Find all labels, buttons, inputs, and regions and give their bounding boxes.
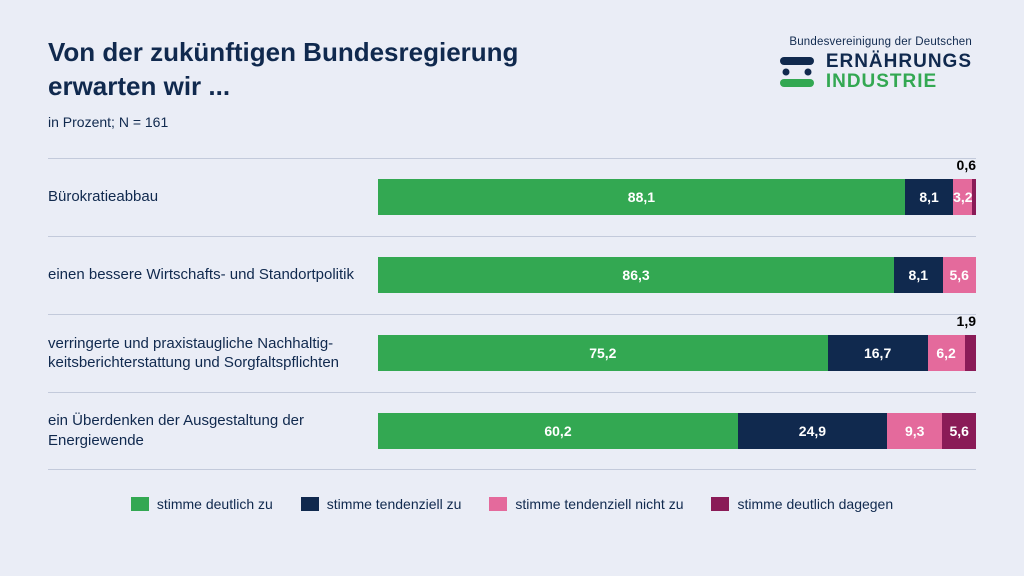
segment-value: 5,6 (949, 423, 968, 439)
logo-main: ERNÄHRUNGS INDUSTRIE (778, 52, 972, 92)
legend-swatch (131, 497, 149, 511)
segment-value: 6,2 (936, 345, 955, 361)
logo-mark-icon (778, 53, 816, 91)
bar: 86,3 8,1 5,6 (378, 257, 976, 293)
legend-label: stimme tendenziell zu (327, 496, 462, 512)
chart-row: verringerte und praxistaugliche Nachhalt… (48, 314, 976, 392)
bar-segment-s4 (965, 335, 976, 371)
bar-segment-s1: 60,2 (378, 413, 738, 449)
segment-value: 8,1 (909, 267, 928, 283)
chart-row: einen bessere Wirtschafts- und Standortp… (48, 236, 976, 314)
bar-wrap: 86,3 8,1 5,6 (378, 257, 976, 293)
chart-row: Bürokratieabbau 0,6 88,1 8,1 3,2 (48, 158, 976, 236)
logo-wordmark: ERNÄHRUNGS INDUSTRIE (826, 52, 972, 92)
bar: 60,2 24,9 9,3 5,6 (378, 413, 976, 449)
bar-wrap: 0,688,18,13,2 (378, 179, 976, 215)
segment-value: 9,3 (905, 423, 924, 439)
title-line-2: erwarten wir ... (48, 71, 230, 101)
segment-value: 88,1 (628, 189, 655, 205)
segment-value-outside: 0,6 (957, 157, 976, 173)
bar-segment-s3: 5,6 (943, 257, 976, 293)
row-label: einen bessere Wirtschafts- und Standortp… (48, 265, 378, 285)
legend-swatch (489, 497, 507, 511)
legend-label: stimme deutlich zu (157, 496, 273, 512)
row-label: verringerte und praxistaugliche Nachhalt… (48, 334, 378, 373)
segment-value: 5,6 (950, 267, 969, 283)
bar-segment-s3: 9,3 (887, 413, 943, 449)
legend-swatch (301, 497, 319, 511)
legend: stimme deutlich zu stimme tendenziell zu s… (48, 496, 976, 512)
logo-word-2: INDUSTRIE (826, 72, 972, 92)
header: Von der zukünftigen Bundesregierung erwa… (48, 36, 976, 130)
chart-subtitle: in Prozent; N = 161 (48, 114, 518, 130)
legend-item: stimme tendenziell nicht zu (489, 496, 683, 512)
segment-value: 3,2 (953, 189, 972, 205)
bar-segment-s1: 75,2 (378, 335, 828, 371)
bar-segment-s2: 16,7 (828, 335, 928, 371)
legend-label: stimme tendenziell nicht zu (515, 496, 683, 512)
segment-value: 86,3 (622, 267, 649, 283)
bar: 75,2 16,7 6,2 (378, 335, 976, 371)
segment-value-outside: 1,9 (957, 313, 976, 329)
segment-value: 16,7 (864, 345, 891, 361)
bar-segment-s2: 24,9 (738, 413, 887, 449)
legend-item: stimme deutlich dagegen (711, 496, 893, 512)
title-line-1: Von der zukünftigen Bundesregierung (48, 37, 518, 67)
segment-value: 60,2 (544, 423, 571, 439)
bar-segment-s4 (972, 179, 976, 215)
logo-topline: Bundesvereinigung der Deutschen (778, 36, 972, 48)
bar-wrap: 1,975,216,76,2 (378, 335, 976, 371)
bar-segment-s3: 3,2 (953, 179, 972, 215)
bar-segment-s1: 86,3 (378, 257, 894, 293)
segment-value: 75,2 (589, 345, 616, 361)
segment-value: 24,9 (799, 423, 826, 439)
segment-value: 8,1 (919, 189, 938, 205)
chart-row: ein Überdenken der Ausgestaltung der Ene… (48, 392, 976, 470)
legend-item: stimme deutlich zu (131, 496, 273, 512)
org-logo: Bundesvereinigung der Deutschen ERNÄHRUN… (778, 36, 976, 92)
row-label: Bürokratieabbau (48, 187, 378, 207)
bar-segment-s2: 8,1 (894, 257, 942, 293)
bar-segment-s2: 8,1 (905, 179, 953, 215)
legend-label: stimme deutlich dagegen (737, 496, 893, 512)
logo-word-1: ERNÄHRUNGS (826, 52, 972, 72)
title-block: Von der zukünftigen Bundesregierung erwa… (48, 36, 518, 130)
bar-segment-s3: 6,2 (928, 335, 965, 371)
legend-swatch (711, 497, 729, 511)
legend-item: stimme tendenziell zu (301, 496, 462, 512)
bar-wrap: 60,2 24,9 9,3 5,6 (378, 413, 976, 449)
row-label: ein Überdenken der Ausgestaltung der Ene… (48, 411, 378, 450)
chart-title: Von der zukünftigen Bundesregierung erwa… (48, 36, 518, 104)
stacked-bar-chart: Bürokratieabbau 0,6 88,1 8,1 3,2 einen besser… (48, 158, 976, 470)
bar: 88,1 8,1 3,2 (378, 179, 976, 215)
bar-segment-s4: 5,6 (942, 413, 975, 449)
bar-segment-s1: 88,1 (378, 179, 905, 215)
page: Von der zukünftigen Bundesregierung erwa… (0, 0, 1024, 576)
